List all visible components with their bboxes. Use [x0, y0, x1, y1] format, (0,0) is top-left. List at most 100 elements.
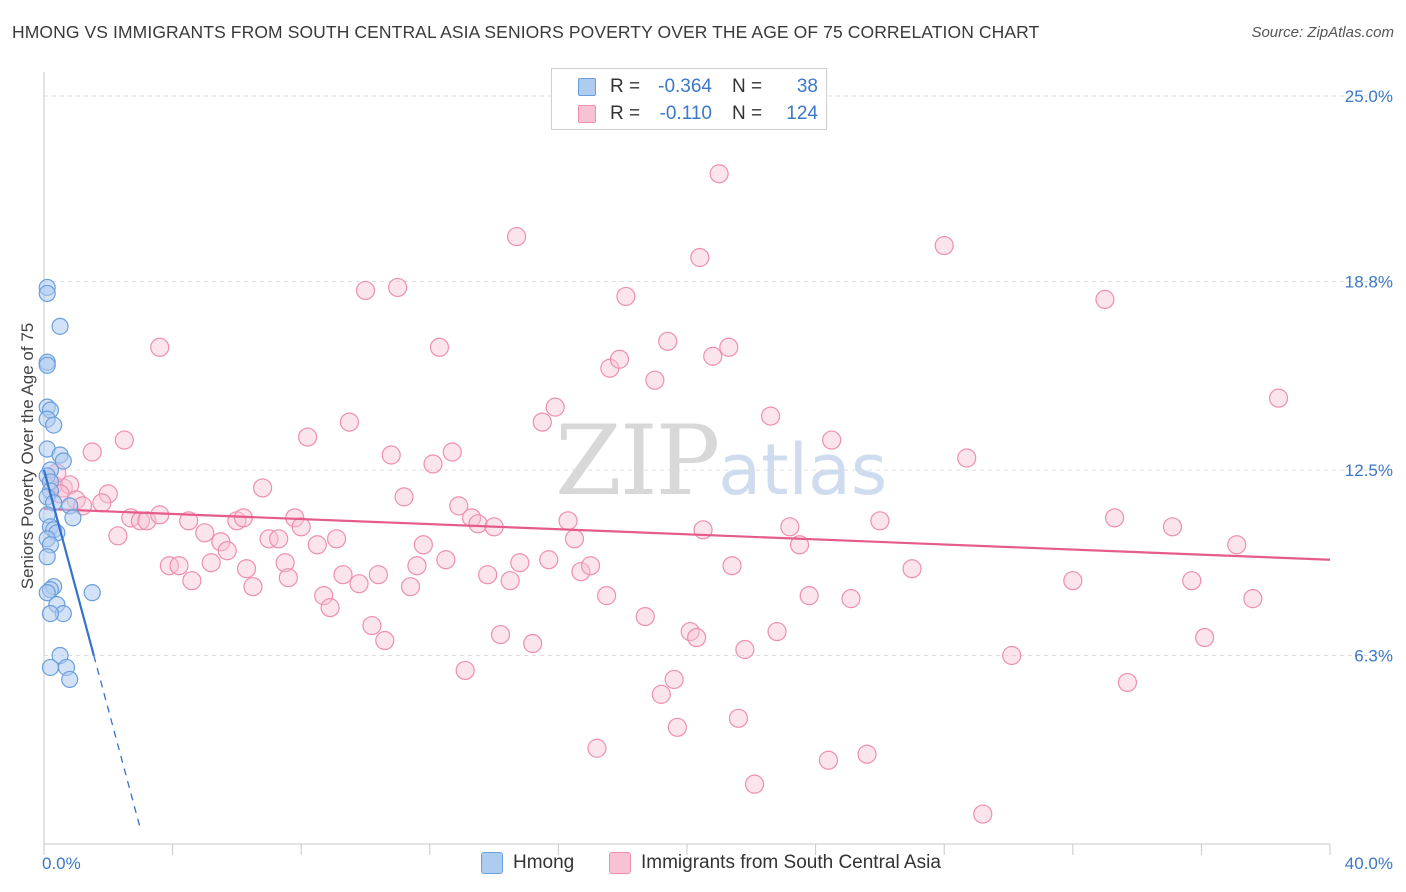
source-credit: Source: ZipAtlas.com — [1251, 24, 1394, 41]
immigrants-point — [407, 556, 427, 576]
immigrants-point — [1104, 508, 1125, 528]
immigrants-point — [870, 511, 890, 531]
legend-r-label: R = — [610, 103, 641, 124]
immigrants-point — [92, 493, 112, 513]
immigrants-point — [490, 624, 511, 645]
immigrants-point — [195, 523, 215, 543]
immigrants-point — [690, 247, 710, 268]
immigrants-point — [1268, 388, 1289, 408]
legend-n-label: N = — [732, 103, 763, 124]
immigrants-point — [1182, 571, 1202, 591]
watermark: ZIPatlas — [555, 405, 887, 517]
immigrants-point — [709, 164, 729, 184]
immigrants-point — [114, 430, 134, 450]
series-legend: Hmong Immigrants from South Central Asia — [0, 851, 1406, 879]
immigrants-point — [687, 627, 707, 648]
legend-swatch-hmong — [578, 78, 596, 96]
immigrants-point — [449, 496, 469, 516]
legend-n-value: 38 — [796, 76, 818, 97]
immigrants-point — [314, 586, 334, 606]
chart-title: HMONG VS IMMIGRANTS FROM SOUTH CENTRAL A… — [12, 22, 1040, 42]
immigrants-point — [658, 331, 678, 351]
immigrants-point — [1063, 571, 1083, 591]
immigrants-point — [735, 639, 755, 660]
legend-row-immigrants: R = -0.110 N = 124 — [552, 103, 826, 127]
immigrants-point — [298, 427, 318, 447]
legend-r-value: -0.110 — [659, 103, 712, 124]
immigrants-point — [253, 478, 273, 498]
immigrants-point — [455, 660, 475, 681]
immigrants-point — [934, 235, 954, 256]
immigrants-point — [436, 550, 456, 570]
immigrants-point — [394, 487, 414, 507]
immigrants-point — [1243, 589, 1263, 609]
immigrants-point — [722, 556, 742, 576]
immigrants-point — [587, 738, 607, 758]
immigrants-point — [1227, 535, 1247, 555]
immigrants-point — [375, 630, 395, 651]
hmong-point — [38, 284, 56, 303]
immigrants-point — [744, 774, 765, 794]
immigrants-point — [558, 511, 578, 531]
immigrants-point — [478, 565, 498, 585]
y-axis-label: Seniors Poverty Over the Age of 75 — [18, 323, 37, 589]
hmong-point — [45, 416, 63, 434]
immigrants-point — [719, 337, 739, 357]
immigrants-point — [82, 442, 102, 462]
immigrants-point — [278, 568, 298, 588]
correlation-legend: R = -0.364 N = 38 R = -0.110 N = 124 — [551, 68, 827, 130]
immigrants-point — [320, 598, 340, 618]
immigrants-trendline — [43, 507, 1331, 561]
immigrants-point — [728, 708, 749, 728]
watermark-atlas: atlas — [718, 429, 888, 511]
immigrants-point — [362, 615, 382, 636]
immigrants-point — [108, 526, 128, 546]
legend-row-hmong: R = -0.364 N = 38 — [552, 76, 826, 100]
immigrants-point — [243, 577, 263, 597]
immigrants-point — [388, 277, 408, 298]
immigrants-point — [269, 529, 289, 549]
immigrants-point — [539, 550, 559, 570]
hmong-point — [41, 658, 60, 677]
y-tick-label: 12.5% — [1345, 461, 1393, 480]
immigrants-point — [259, 529, 279, 549]
immigrants-point — [651, 684, 671, 704]
immigrants-point — [423, 454, 443, 474]
immigrants-point — [635, 606, 655, 627]
immigrants-point — [780, 517, 800, 537]
immigrants-point — [799, 586, 819, 606]
immigrants-point — [368, 565, 388, 585]
watermark-zip: ZIP — [555, 405, 720, 517]
immigrants-point — [902, 559, 922, 579]
immigrants-point — [275, 553, 295, 573]
immigrants-point — [291, 517, 311, 537]
immigrants-point — [664, 669, 684, 690]
immigrants-point — [400, 577, 421, 597]
immigrants-point — [442, 442, 462, 462]
immigrants-point — [150, 337, 170, 357]
immigrants-point — [597, 586, 617, 606]
immigrants-point — [468, 514, 488, 534]
immigrants-point — [571, 562, 591, 582]
hmong-point — [64, 509, 82, 527]
y-tick-label: 6.3% — [1354, 646, 1393, 665]
immigrants-point — [760, 406, 781, 426]
y-tick-label: 18.8% — [1345, 272, 1393, 291]
hmong-point — [61, 670, 79, 689]
immigrants-point — [217, 541, 237, 561]
hmong-trendline — [42, 469, 95, 656]
legend-r-label: R = — [610, 76, 641, 97]
immigrants-point — [150, 505, 170, 525]
immigrants-point — [159, 556, 179, 576]
legend-r-value: -0.364 — [658, 76, 712, 97]
immigrants-point — [973, 804, 993, 824]
immigrants-point — [667, 717, 687, 737]
immigrants-point — [413, 535, 433, 555]
hmong-point — [41, 604, 60, 623]
hmong-point — [38, 356, 56, 374]
immigrants-point — [507, 226, 527, 247]
immigrants-point — [841, 589, 861, 609]
immigrants-point — [645, 370, 665, 390]
immigrants-point — [381, 445, 401, 465]
